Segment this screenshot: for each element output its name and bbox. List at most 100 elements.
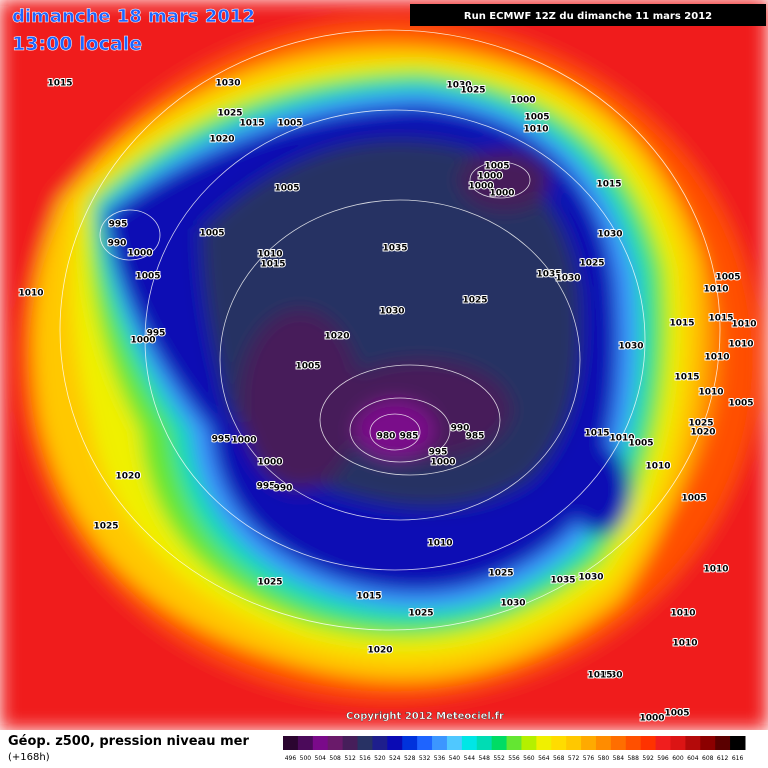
- scale-label: 512: [344, 755, 356, 762]
- pressure-label: 1035: [382, 244, 407, 254]
- scale-swatch: [432, 736, 448, 750]
- pressure-label: 990: [108, 239, 127, 249]
- pressure-label: 985: [466, 432, 485, 442]
- run-banner: [410, 4, 766, 26]
- scale-swatch: [327, 736, 344, 750]
- pressure-label: 1005: [274, 184, 299, 194]
- scale-label: 532: [419, 755, 431, 762]
- pressure-label: 1005: [277, 119, 302, 129]
- scale-swatch: [402, 736, 418, 750]
- pressure-label: 1035: [550, 576, 575, 586]
- scale-label: 508: [329, 755, 341, 762]
- pressure-label: 1010: [731, 320, 756, 330]
- pressure-label: 985: [400, 432, 419, 442]
- pressure-label: 1020: [690, 428, 715, 438]
- pressure-label: 1010: [523, 125, 548, 135]
- pressure-label: 1000: [127, 249, 152, 259]
- pressure-label: 1010: [257, 250, 282, 260]
- pressure-label: 1005: [728, 399, 753, 409]
- pressure-label: 1005: [628, 439, 653, 449]
- scale-label: 600: [672, 755, 684, 762]
- pressure-label: 1005: [199, 229, 224, 239]
- scale-label: 516: [359, 755, 371, 762]
- pressure-label: 1010: [427, 539, 452, 549]
- scale-swatch: [476, 736, 493, 750]
- pressure-label: 1030: [597, 671, 622, 681]
- scale-swatch: [297, 736, 314, 750]
- pressure-label: 1015: [708, 314, 733, 324]
- scale-label: 500: [300, 755, 312, 762]
- pressure-label: 1010: [645, 462, 670, 472]
- scale-label: 568: [553, 755, 565, 762]
- pressure-label: 1015: [596, 180, 621, 190]
- pressure-label: 1010: [704, 353, 729, 363]
- scale-swatch: [342, 736, 359, 750]
- pressure-label: 1010: [703, 285, 728, 295]
- pressure-label: 1020: [324, 332, 349, 342]
- legend-title: Géop. z500, pression niveau mer: [8, 734, 249, 749]
- scale-label: 552: [493, 755, 505, 762]
- scale-swatch: [551, 736, 567, 750]
- pressure-label: 995: [147, 329, 166, 339]
- pressure-label: 990: [451, 424, 470, 434]
- pressure-label: 1000: [489, 189, 514, 199]
- scale-label: 544: [464, 755, 476, 762]
- scale-label: 564: [538, 755, 550, 762]
- pressure-label: 1025: [408, 609, 433, 619]
- scale-swatch: [715, 736, 731, 750]
- pressure-label: 1030: [379, 307, 404, 317]
- scale-label: 584: [613, 755, 625, 762]
- pressure-label: 995: [429, 448, 448, 458]
- scale-label: 556: [508, 755, 520, 762]
- pressure-label: 1000: [430, 458, 455, 468]
- scale-label: 608: [702, 755, 714, 762]
- pressure-label: 1000: [639, 714, 664, 724]
- scale-swatch: [461, 736, 478, 750]
- pressure-label: 1010: [703, 565, 728, 575]
- pressure-label: 1005: [484, 162, 509, 172]
- pressure-label: 1000: [477, 172, 502, 182]
- scale-label: 596: [657, 755, 669, 762]
- scale-swatch: [730, 736, 746, 750]
- forecast-date: dimanche 18 mars 2012: [12, 6, 255, 27]
- pressure-label: 1005: [681, 494, 706, 504]
- pressure-label: 1015: [587, 671, 612, 681]
- scale-swatch: [387, 736, 403, 750]
- pressure-label: 995: [257, 482, 276, 492]
- scale-swatch: [670, 736, 686, 750]
- pressure-label: 980: [377, 432, 396, 442]
- pressure-label: 1030: [555, 274, 580, 284]
- scale-label: 540: [449, 755, 461, 762]
- scale-label: 588: [627, 755, 639, 762]
- pressure-label: 1010: [18, 289, 43, 299]
- scale-swatch: [446, 736, 463, 750]
- pressure-label: 1015: [584, 429, 609, 439]
- pressure-label: 1025: [460, 86, 485, 96]
- pressure-label: 1010: [609, 434, 634, 444]
- pressure-label: 1030: [578, 573, 603, 583]
- scale-swatch: [536, 736, 552, 750]
- pressure-label: 1015: [669, 319, 694, 329]
- pressure-label: 1025: [488, 569, 513, 579]
- scale-label: 528: [404, 755, 416, 762]
- pressure-label: 1030: [618, 342, 643, 352]
- pressure-label: 1000: [510, 96, 535, 106]
- pressure-label: 1005: [524, 113, 549, 123]
- scale-swatch: [610, 736, 627, 750]
- pressure-label: 1025: [579, 259, 604, 269]
- pressure-label: 1025: [93, 522, 118, 532]
- pressure-label: 1030: [597, 230, 622, 240]
- scale-label: 504: [315, 755, 327, 762]
- pressure-label: 995: [212, 435, 231, 445]
- pressure-label: 1010: [670, 609, 695, 619]
- pressure-label: 1020: [209, 135, 234, 145]
- scale-label: 548: [478, 755, 490, 762]
- pressure-label: 1030: [215, 79, 240, 89]
- run-info: Run ECMWF 12Z du dimanche 11 mars 2012: [464, 11, 712, 22]
- scale-label: 560: [523, 755, 535, 762]
- scale-swatch: [312, 736, 329, 750]
- scale-label: 520: [374, 755, 386, 762]
